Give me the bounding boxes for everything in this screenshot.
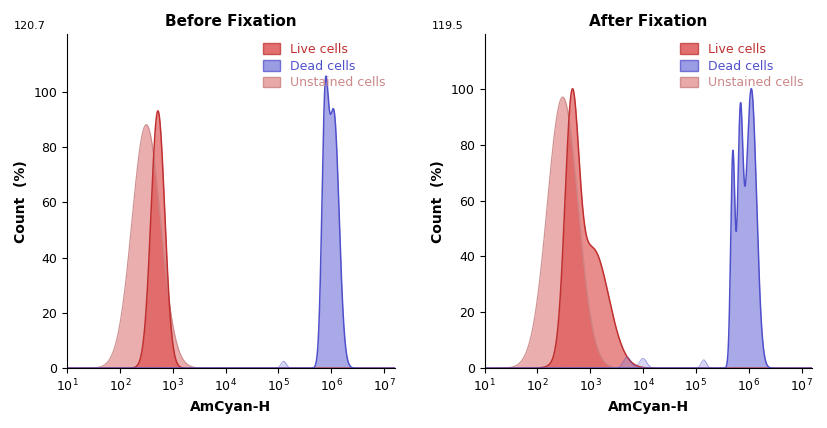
Title: After Fixation: After Fixation <box>588 14 706 29</box>
Legend: Live cells, Dead cells, Unstained cells: Live cells, Dead cells, Unstained cells <box>677 41 805 92</box>
X-axis label: AmCyan-H: AmCyan-H <box>607 400 688 414</box>
Text: 119.5: 119.5 <box>431 21 462 31</box>
X-axis label: AmCyan-H: AmCyan-H <box>190 400 271 414</box>
Text: 120.7: 120.7 <box>14 21 45 31</box>
Title: Before Fixation: Before Fixation <box>165 14 296 29</box>
Y-axis label: Count  (%): Count (%) <box>431 160 445 243</box>
Y-axis label: Count  (%): Count (%) <box>14 160 28 243</box>
Legend: Live cells, Dead cells, Unstained cells: Live cells, Dead cells, Unstained cells <box>260 41 388 92</box>
